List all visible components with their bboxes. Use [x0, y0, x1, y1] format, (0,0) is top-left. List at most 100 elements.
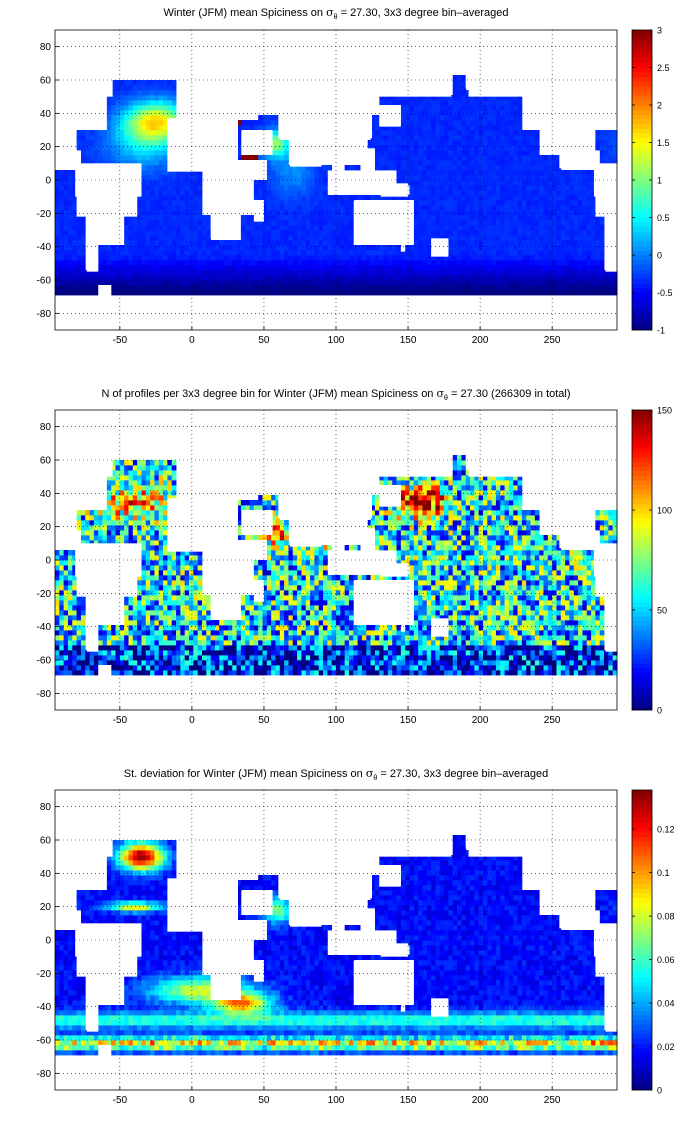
bin-cell — [227, 625, 233, 631]
bin-cell — [145, 205, 151, 211]
bin-cell — [158, 290, 164, 296]
bin-cell — [578, 200, 583, 206]
bin-cell — [154, 530, 160, 536]
bin-cell — [271, 240, 276, 246]
bin-cell — [370, 275, 376, 281]
bin-cell — [569, 180, 575, 186]
bin-cell — [102, 645, 108, 651]
bin-cell — [439, 155, 445, 161]
bin-cell — [582, 290, 588, 296]
bin-cell — [323, 245, 328, 251]
bin-cell — [137, 630, 142, 636]
bin-cell — [245, 500, 250, 506]
bin-cell — [418, 275, 423, 281]
bin-cell — [176, 550, 181, 556]
bin-cell — [266, 265, 272, 271]
bin-cell — [353, 275, 359, 281]
bin-cell — [569, 270, 575, 276]
bin-cell — [448, 270, 454, 276]
bin-cell — [180, 260, 186, 266]
bin-cell — [448, 275, 454, 281]
bin-cell — [132, 135, 138, 141]
bin-cell — [55, 225, 60, 231]
bin-cell — [383, 100, 389, 106]
bin-cell — [586, 210, 592, 216]
bin-cell — [405, 135, 410, 141]
bin-cell — [461, 225, 467, 231]
bin-cell — [158, 135, 164, 141]
bin-cell — [418, 255, 423, 261]
bin-cell — [599, 250, 605, 256]
bin-cell — [474, 255, 480, 261]
bin-cell — [323, 235, 328, 241]
bin-cell — [55, 265, 60, 271]
bin-cell — [124, 105, 129, 111]
bin-cell — [258, 640, 263, 646]
bin-cell — [500, 220, 505, 226]
bin-cell — [80, 245, 86, 251]
bin-cell — [115, 500, 121, 506]
bin-cell — [258, 495, 263, 501]
bin-cell — [111, 270, 116, 276]
bin-cell — [236, 285, 242, 291]
bin-cell — [487, 170, 493, 176]
bin-cell — [124, 525, 129, 531]
bin-cell — [361, 265, 367, 271]
bin-cell — [426, 145, 432, 151]
bin-cell — [119, 255, 125, 261]
bin-cell — [245, 240, 250, 246]
bin-cell — [530, 225, 536, 231]
bin-cell — [517, 210, 523, 216]
bin-cell — [305, 185, 311, 191]
bin-cell — [539, 160, 544, 166]
bin-cell — [141, 155, 147, 161]
bin-cell — [171, 640, 177, 646]
bin-cell — [586, 200, 592, 206]
bin-cell — [137, 105, 142, 111]
bin-cell — [413, 205, 419, 211]
bin-cell — [508, 140, 514, 146]
bin-cell — [310, 265, 315, 271]
bin-cell — [158, 235, 164, 241]
bin-cell — [344, 250, 350, 256]
bin-cell — [236, 155, 242, 161]
bin-cell — [331, 225, 337, 231]
bin-cell — [176, 590, 181, 596]
bin-cell — [517, 180, 523, 186]
bin-cell — [266, 585, 272, 591]
bin-cell — [201, 235, 207, 241]
bin-cell — [154, 285, 160, 291]
bin-cell — [383, 275, 389, 281]
bin-cell — [353, 285, 359, 291]
bin-cell — [379, 285, 384, 291]
bin-cell — [552, 170, 557, 176]
bin-cell — [348, 275, 354, 281]
bin-cell — [560, 285, 566, 291]
bin-cell — [379, 145, 384, 151]
bin-cell — [145, 460, 151, 466]
bin-cell — [452, 220, 458, 226]
bin-cell — [98, 625, 103, 631]
bin-cell — [193, 220, 199, 226]
bin-cell — [457, 230, 462, 236]
bin-cell — [176, 235, 181, 241]
bin-cell — [409, 135, 415, 141]
bin-cell — [478, 265, 484, 271]
bin-cell — [353, 195, 359, 201]
bin-cell — [184, 255, 190, 261]
bin-cell — [465, 220, 471, 226]
bin-cell — [59, 270, 65, 276]
bin-cell — [465, 125, 471, 131]
bin-cell — [115, 475, 121, 481]
bin-cell — [115, 270, 121, 276]
bin-cell — [171, 255, 177, 261]
bin-cell — [240, 270, 246, 276]
bin-cell — [145, 225, 151, 231]
bin-cell — [422, 120, 428, 126]
bin-cell — [189, 195, 194, 201]
bin-cell — [206, 245, 212, 251]
bin-cell — [491, 175, 497, 181]
bin-cell — [210, 635, 216, 641]
bin-cell — [150, 600, 155, 606]
bin-cell — [193, 285, 199, 291]
